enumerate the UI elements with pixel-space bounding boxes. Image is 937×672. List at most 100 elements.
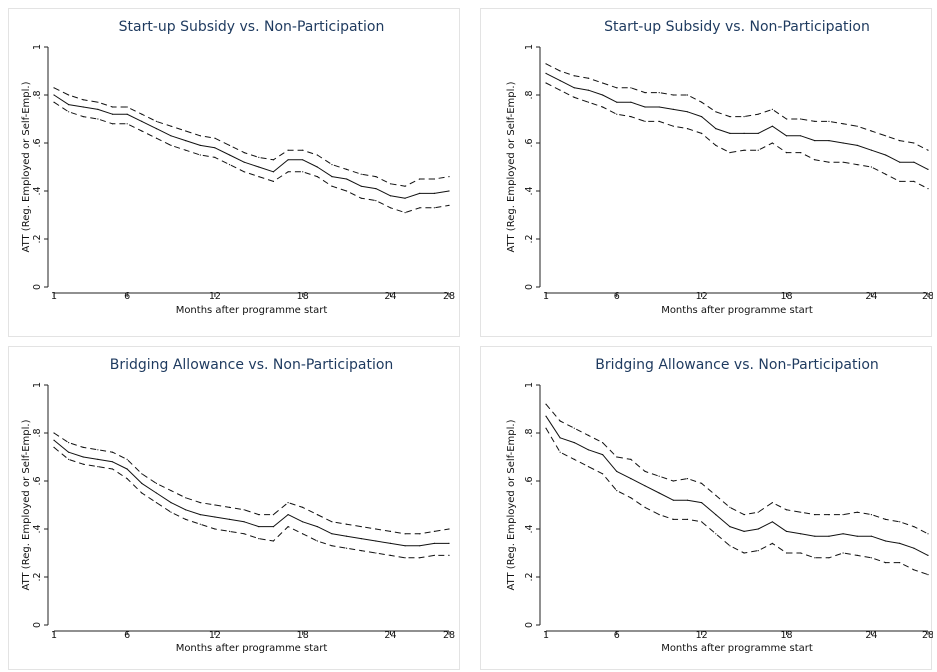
- chart-3-att-estimate-point: [53, 439, 55, 441]
- chart-2-att-estimate-point: [913, 161, 915, 163]
- chart-panel-bottom-left: Bridging Allowance vs. Non-Participation…: [8, 346, 460, 670]
- chart-3-att-estimate-point: [199, 514, 201, 516]
- chart-3-y-tick-label: 0: [32, 622, 43, 628]
- chart-3-att-estimate-point: [170, 502, 172, 504]
- chart-4-upper-ci-line: [545, 403, 929, 535]
- chart-3-att-estimate-point: [126, 468, 128, 470]
- chart-3-upper-ci-point: [404, 533, 406, 535]
- chart-1-att-estimate-point: [185, 140, 187, 142]
- chart-4-upper-ci-point: [800, 511, 802, 513]
- chart-2-att-estimate-point: [573, 87, 575, 89]
- chart-4-upper-ci-point: [828, 514, 830, 516]
- chart-1-upper-ci-point: [53, 87, 55, 89]
- chart-3-y-tick-label: 1: [32, 382, 43, 388]
- chart-1-x-axis-label: Months after programme start: [176, 305, 328, 316]
- chart-4-lower-ci-point: [587, 466, 590, 468]
- chart-3-upper-ci-point: [228, 506, 231, 508]
- chart-1-x-tick-label: 24: [384, 291, 396, 302]
- chart-4-upper-ci-point: [658, 475, 660, 477]
- chart-2-upper-ci-point: [927, 149, 929, 151]
- chart-2-att-estimate-point: [856, 144, 858, 146]
- chart-3-x-axis-label: Months after programme start: [176, 643, 328, 654]
- chart-1-upper-ci-point: [345, 168, 348, 170]
- chart-1-att-estimate-point: [228, 154, 231, 156]
- chart-4-upper-ci-point: [672, 480, 674, 482]
- chart-3-att-estimate-point: [243, 521, 245, 523]
- chart-3-att-estimate-point: [331, 533, 333, 535]
- chart-2-upper-ci-point: [743, 116, 745, 118]
- chart-3-upper-ci-point: [170, 490, 172, 492]
- chart-4-y-tick-label: .8: [524, 428, 535, 437]
- chart-1-y-axis-label: ATT (Reg. Employed or Self-Empl.): [21, 81, 32, 252]
- chart-2-lower-ci-point: [771, 142, 773, 144]
- chart-2-upper-ci-point: [870, 130, 873, 132]
- chart-1-att-estimate-point: [287, 159, 289, 161]
- chart-3-lower-ci-point: [419, 557, 421, 559]
- chart-1-upper-ci-point: [389, 183, 392, 185]
- chart-2-y-tick-label: .2: [524, 234, 535, 243]
- chart-1-y-tick-label: .8: [32, 90, 43, 99]
- chart-2-y-tick-label: .4: [524, 186, 535, 195]
- chart-3-upper-ci-point: [360, 526, 362, 528]
- chart-4-lower-ci-point: [644, 506, 646, 508]
- chart-1-att-estimate-point: [331, 176, 333, 178]
- chart-3-lower-ci-point: [141, 492, 143, 494]
- chart-2-lower-ci-point: [587, 101, 590, 103]
- chart-1-lower-ci-point: [111, 123, 114, 125]
- chart-4-att-estimate-point: [884, 540, 887, 542]
- chart-3-upper-ci-point: [155, 482, 158, 484]
- chart-1-lower-ci-point: [404, 212, 406, 214]
- chart-1-lower-ci-point: [433, 207, 435, 209]
- chart-2-att-estimate-line: [545, 72, 929, 170]
- chart-1-lower-ci-point: [243, 171, 245, 173]
- chart-4-upper-ci-point: [814, 514, 816, 516]
- chart-2-att-estimate-point: [686, 111, 689, 113]
- chart-3-upper-ci-point: [272, 514, 275, 516]
- chart-4-upper-ci-point: [630, 458, 632, 460]
- chart-1-att-estimate-point: [111, 113, 114, 115]
- chart-3-att-estimate-point: [448, 542, 450, 544]
- chart-2-y-tick-label: .8: [524, 90, 535, 99]
- chart-3-lower-ci-point: [68, 458, 70, 460]
- chart-3-att-estimate-point: [360, 538, 362, 540]
- chart-1-x-tick-label: 12: [209, 291, 221, 302]
- chart-3-att-estimate-point: [419, 545, 421, 547]
- chart-1-x-tick-label: 1: [51, 291, 57, 302]
- chart-3-att-estimate-point: [404, 545, 406, 547]
- chart-1-upper-ci-point: [126, 106, 128, 108]
- chart-1-lower-ci-point: [214, 156, 216, 158]
- chart-2-upper-ci-point: [814, 120, 816, 122]
- chart-4-att-estimate-line: [545, 415, 929, 556]
- chart-3-y-axis-label: ATT (Reg. Employed or Self-Empl.): [21, 419, 32, 590]
- chart-4-att-estimate-point: [545, 415, 547, 417]
- chart-3-y-tick-label: .2: [32, 572, 43, 581]
- chart-1-upper-ci-point: [433, 178, 435, 180]
- chart-2-lower-ci-point: [884, 173, 887, 175]
- chart-2-upper-ci-point: [701, 101, 703, 103]
- chart-4-lower-ci-point: [686, 518, 689, 520]
- chart-3-upper-ci-point: [448, 528, 450, 530]
- chart-2-lower-ci-point: [856, 164, 858, 166]
- chart-4-att-estimate-point: [927, 554, 929, 556]
- chart-2-lower-ci-point: [686, 128, 689, 130]
- chart-3-title: Bridging Allowance vs. Non-Participation: [110, 357, 394, 373]
- chart-4-att-estimate-point: [842, 533, 844, 535]
- chart-3-att-estimate-point: [389, 542, 392, 544]
- chart-2-att-estimate-point: [701, 116, 703, 118]
- chart-3-x-tick-label: 28: [443, 630, 455, 641]
- chart-3-lower-ci-point: [243, 533, 245, 535]
- chart-4-lower-ci-point: [573, 458, 575, 460]
- chart-1-lower-ci-point: [375, 200, 377, 202]
- chart-4-upper-ci-point: [899, 521, 901, 523]
- chart-1-att-estimate-point: [302, 159, 304, 161]
- chart-svg-bottom-left: Bridging Allowance vs. Non-Participation…: [21, 357, 455, 654]
- chart-3-att-estimate-point: [82, 456, 84, 458]
- chart-1-att-estimate-point: [199, 144, 201, 146]
- chart-1-att-estimate-point: [404, 197, 406, 199]
- chart-2-lower-ci-line: [545, 82, 929, 190]
- chart-3-att-estimate-point: [97, 458, 99, 460]
- chart-3-lower-ci-point: [97, 466, 99, 468]
- chart-4-upper-ci-point: [856, 511, 858, 513]
- chart-2-lower-ci-point: [672, 125, 674, 127]
